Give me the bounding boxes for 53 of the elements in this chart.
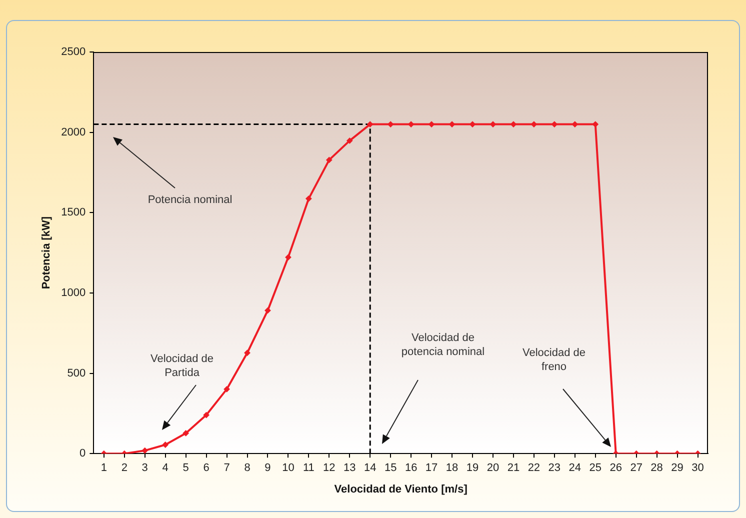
x-tick-label: 17 bbox=[425, 462, 438, 474]
y-tick-label: 1000 bbox=[61, 286, 86, 299]
x-tick-label: 13 bbox=[344, 462, 356, 474]
x-tick-label: 11 bbox=[302, 462, 314, 474]
point bbox=[244, 350, 250, 356]
x-tick-label: 21 bbox=[507, 462, 520, 474]
point bbox=[306, 196, 312, 202]
y-tick-label: 1500 bbox=[61, 206, 86, 219]
x-tick-label: 14 bbox=[364, 462, 376, 474]
point bbox=[264, 307, 271, 314]
x-tick-label: 8 bbox=[244, 462, 250, 474]
x-tick-label: 27 bbox=[630, 462, 642, 474]
point bbox=[203, 412, 210, 418]
x-tick-label: 30 bbox=[692, 462, 704, 474]
x-tick-label: 29 bbox=[671, 462, 684, 474]
y-tick-label: 0 bbox=[80, 448, 86, 460]
point bbox=[142, 448, 148, 454]
x-tick-label: 7 bbox=[224, 462, 230, 474]
x-tick-label: 4 bbox=[162, 462, 168, 474]
point bbox=[224, 386, 230, 392]
x-tick-label: 26 bbox=[610, 462, 622, 474]
annotation: Velocidad de Partida bbox=[150, 353, 214, 380]
y-tick-label: 500 bbox=[67, 367, 86, 380]
x-tick-label: 5 bbox=[182, 462, 189, 474]
x-tick-label: 10 bbox=[282, 462, 294, 474]
point bbox=[182, 430, 189, 436]
x-tick-label: 16 bbox=[404, 462, 418, 474]
x-tick-label: 2 bbox=[121, 462, 128, 474]
point bbox=[285, 254, 292, 260]
x-tick-label: 25 bbox=[589, 462, 602, 474]
x-tick-label: 22 bbox=[528, 462, 540, 474]
annotation: Velocidad de freno bbox=[522, 347, 586, 374]
annotation: Potencia nominal bbox=[148, 194, 232, 206]
point bbox=[326, 156, 332, 163]
annotation: Velocidad de potencia nominal bbox=[401, 332, 485, 358]
y-tick-label: 2500 bbox=[61, 46, 86, 58]
x-tick-label: 19 bbox=[466, 462, 479, 474]
point bbox=[162, 442, 168, 448]
x-tick-label: 3 bbox=[142, 462, 148, 474]
y-axis-title: Potencia [kW] bbox=[40, 216, 53, 290]
x-tick-label: 18 bbox=[446, 462, 458, 474]
x-tick-label: 28 bbox=[650, 462, 663, 474]
x-tick-label: 1 bbox=[100, 462, 107, 474]
point bbox=[346, 138, 353, 144]
x-tick-label: 24 bbox=[568, 462, 582, 474]
x-tick-label: 9 bbox=[264, 462, 271, 474]
x-tick-label: 15 bbox=[384, 462, 397, 474]
y-tick-label: 2000 bbox=[61, 126, 86, 138]
x-tick-label: 23 bbox=[548, 462, 561, 474]
x-tick-label: 6 bbox=[203, 462, 210, 474]
x-axis-title: Velocidad de Viento [m/s] bbox=[334, 483, 468, 496]
x-tick-label: 12 bbox=[323, 462, 336, 474]
x-tick-label: 20 bbox=[486, 462, 500, 474]
